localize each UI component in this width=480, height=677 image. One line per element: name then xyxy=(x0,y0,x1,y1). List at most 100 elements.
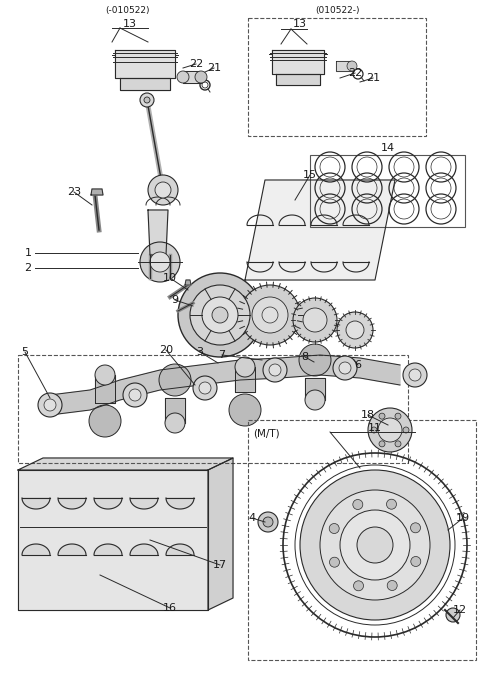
Text: 19: 19 xyxy=(456,513,470,523)
Circle shape xyxy=(333,356,357,380)
Text: (M/T): (M/T) xyxy=(252,429,279,439)
Text: 18: 18 xyxy=(361,410,375,420)
Polygon shape xyxy=(148,210,168,255)
Polygon shape xyxy=(185,280,191,285)
Circle shape xyxy=(44,399,56,411)
Polygon shape xyxy=(130,498,158,509)
Circle shape xyxy=(411,556,421,567)
Circle shape xyxy=(357,527,393,563)
Polygon shape xyxy=(58,498,86,509)
Circle shape xyxy=(150,252,170,272)
Circle shape xyxy=(202,297,238,333)
Circle shape xyxy=(299,344,331,376)
Text: (010522-): (010522-) xyxy=(316,5,360,14)
Text: 14: 14 xyxy=(381,143,395,153)
Polygon shape xyxy=(130,544,158,555)
Circle shape xyxy=(303,308,327,332)
Circle shape xyxy=(379,441,385,447)
Circle shape xyxy=(403,427,409,433)
Text: 22: 22 xyxy=(189,59,203,69)
Text: 17: 17 xyxy=(213,560,227,570)
Text: 7: 7 xyxy=(218,350,226,360)
Circle shape xyxy=(252,297,288,333)
Circle shape xyxy=(178,273,262,357)
Circle shape xyxy=(395,441,401,447)
Circle shape xyxy=(410,523,420,533)
Polygon shape xyxy=(235,367,255,392)
Text: (-010522): (-010522) xyxy=(106,5,150,14)
Text: 5: 5 xyxy=(22,347,28,357)
Circle shape xyxy=(386,499,396,509)
Circle shape xyxy=(263,358,287,382)
Text: 12: 12 xyxy=(453,605,467,615)
Circle shape xyxy=(353,500,363,510)
Text: 11: 11 xyxy=(368,423,382,433)
Circle shape xyxy=(159,364,191,396)
Text: 9: 9 xyxy=(171,295,179,305)
Circle shape xyxy=(195,71,207,83)
Text: 21: 21 xyxy=(207,63,221,73)
Circle shape xyxy=(190,285,250,345)
Polygon shape xyxy=(115,50,175,77)
Circle shape xyxy=(347,61,357,71)
Polygon shape xyxy=(272,50,324,74)
Polygon shape xyxy=(94,498,122,509)
Polygon shape xyxy=(183,71,201,83)
Polygon shape xyxy=(50,355,400,415)
Circle shape xyxy=(368,408,412,452)
Circle shape xyxy=(235,357,255,377)
Circle shape xyxy=(144,97,150,103)
Circle shape xyxy=(378,418,402,442)
Polygon shape xyxy=(18,470,208,610)
Circle shape xyxy=(387,580,397,590)
Text: 10: 10 xyxy=(163,273,177,283)
Circle shape xyxy=(403,363,427,387)
Polygon shape xyxy=(336,61,352,71)
Polygon shape xyxy=(166,544,194,555)
Circle shape xyxy=(269,364,281,376)
Circle shape xyxy=(395,413,401,419)
Text: 22: 22 xyxy=(348,68,362,78)
Circle shape xyxy=(409,369,421,381)
Circle shape xyxy=(258,512,278,532)
Circle shape xyxy=(371,427,377,433)
Polygon shape xyxy=(58,544,86,555)
Text: 15: 15 xyxy=(303,170,317,180)
Polygon shape xyxy=(94,544,122,555)
Text: 8: 8 xyxy=(301,352,309,362)
Text: 21: 21 xyxy=(366,73,380,83)
Circle shape xyxy=(123,383,147,407)
Text: 4: 4 xyxy=(249,513,255,523)
Circle shape xyxy=(199,382,211,394)
Polygon shape xyxy=(208,458,233,610)
Circle shape xyxy=(129,389,141,401)
Polygon shape xyxy=(165,398,185,423)
Polygon shape xyxy=(18,458,233,470)
Circle shape xyxy=(177,71,189,83)
Circle shape xyxy=(305,390,325,410)
Circle shape xyxy=(148,175,178,205)
Circle shape xyxy=(89,405,121,437)
Polygon shape xyxy=(120,77,170,90)
Circle shape xyxy=(337,312,373,348)
Circle shape xyxy=(300,470,450,620)
Circle shape xyxy=(329,523,339,533)
Text: 3: 3 xyxy=(196,347,204,357)
Polygon shape xyxy=(22,498,50,509)
Text: 2: 2 xyxy=(24,263,32,273)
Text: 20: 20 xyxy=(159,345,173,355)
Text: 13: 13 xyxy=(123,19,137,29)
Text: 13: 13 xyxy=(293,19,307,29)
Circle shape xyxy=(165,413,185,433)
Circle shape xyxy=(95,365,115,385)
Circle shape xyxy=(262,307,278,323)
Polygon shape xyxy=(95,375,115,403)
Polygon shape xyxy=(91,189,103,195)
Circle shape xyxy=(140,242,180,282)
Circle shape xyxy=(229,394,261,426)
Circle shape xyxy=(263,517,273,527)
Circle shape xyxy=(140,93,154,107)
Circle shape xyxy=(353,581,363,591)
Circle shape xyxy=(38,393,62,417)
Circle shape xyxy=(346,321,364,339)
